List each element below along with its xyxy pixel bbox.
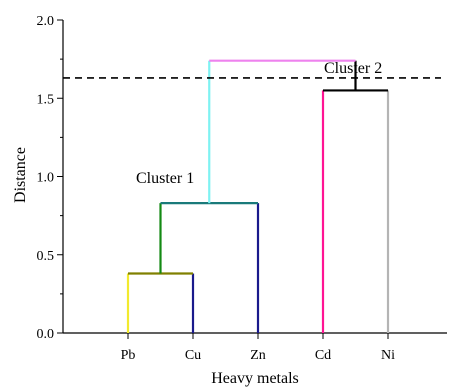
cluster-2-label: Cluster 2 [324,60,382,77]
y-tick-label: 1.5 [37,92,55,107]
y-tick-label: 0.5 [37,249,55,264]
x-tick-label: Zn [250,348,266,363]
x-ticks: Pb Cu Zn Cd Ni [121,333,395,363]
x-axis-title: Heavy metals [211,370,299,387]
y-axis-title: Distance [12,147,29,203]
x-tick-label: Pb [121,348,136,363]
x-tick-label: Ni [381,348,395,363]
cluster-1-label: Cluster 1 [136,170,194,187]
axes [62,20,447,334]
y-tick-label: 2.0 [37,14,55,29]
x-tick-label: Cu [185,348,201,363]
y-tick-label: 1.0 [37,171,55,186]
y-tick-label: 0.0 [37,327,55,342]
x-tick-label: Cd [315,348,331,363]
y-ticks: 0.0 0.5 1.0 1.5 2.0 [37,14,63,342]
dendrogram-links [126,59,390,333]
